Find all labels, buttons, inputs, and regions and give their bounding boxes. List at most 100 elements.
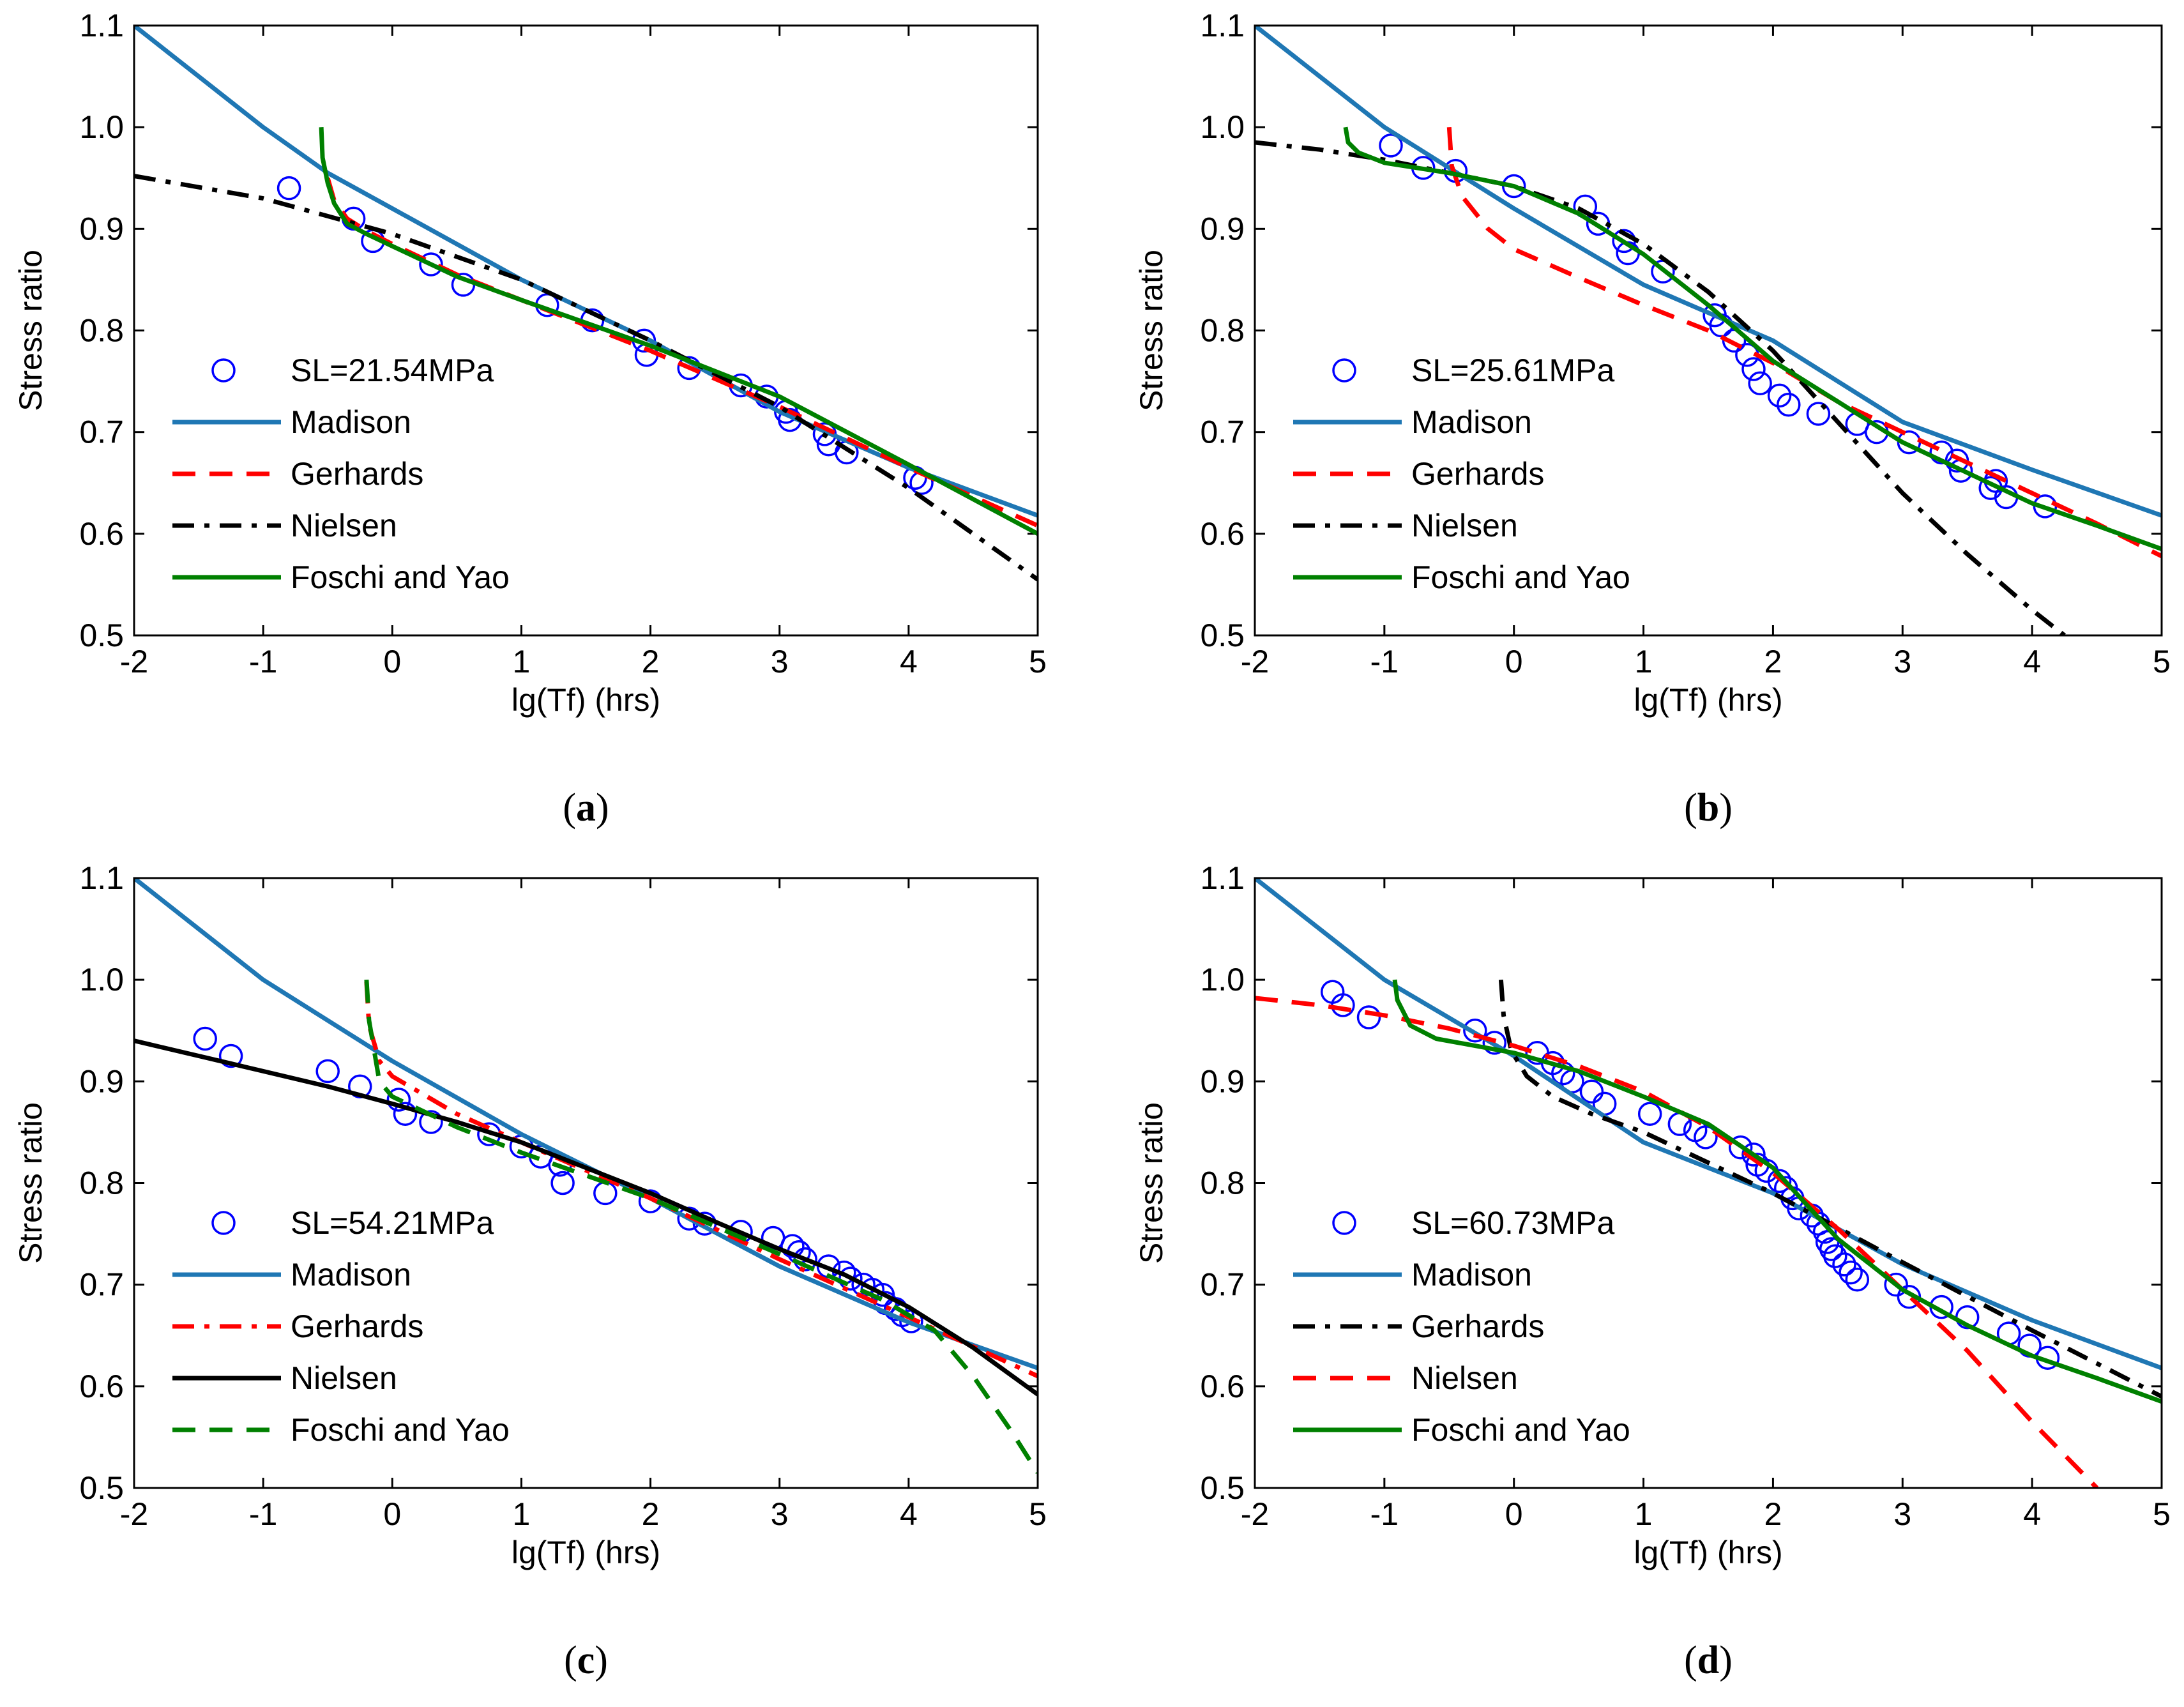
data-point-marker bbox=[419, 1110, 443, 1134]
series-line-foschi-and-yao bbox=[319, 127, 1038, 536]
x-tick-label: -1 bbox=[249, 644, 277, 679]
plot-background bbox=[134, 878, 1038, 1488]
chart-panel-c: 0.5 0.6 0.7 0.8 0.9 1.0 1.1 -2 -1 0 1 2 3 4 5 SL=54.21M… bbox=[13, 860, 1047, 1682]
data-point-marker bbox=[218, 1043, 243, 1068]
x-tick-label: 3 bbox=[771, 1496, 789, 1532]
legend-label: Foschi and Yao bbox=[1411, 1412, 1630, 1448]
series-line-madison bbox=[1255, 26, 2162, 518]
y-tick-label: 0.5 bbox=[1200, 618, 1245, 653]
legend: SL=60.73MPa Madison Gerhards Nielsen Foschi … bbox=[1293, 1205, 1630, 1448]
panel-label: (c) bbox=[564, 1639, 608, 1682]
y-tick-label: 0.5 bbox=[79, 618, 124, 653]
x-tick-label: 1 bbox=[1635, 1496, 1653, 1532]
data-point-marker bbox=[277, 176, 301, 201]
legend-label: Gerhards bbox=[291, 1309, 423, 1344]
legend: SL=21.54MPa Madison Gerhards Nielsen Foschi … bbox=[172, 353, 510, 595]
data-point-marker bbox=[393, 1102, 418, 1127]
y-tick-label: 0.6 bbox=[1200, 516, 1245, 552]
x-tick-label: 2 bbox=[642, 1496, 660, 1532]
x-tick-label: 4 bbox=[2023, 644, 2041, 679]
x-tick-label: 2 bbox=[642, 644, 660, 679]
data-point-marker bbox=[1379, 133, 1403, 158]
legend-label: SL=25.61MPa bbox=[1411, 353, 1614, 388]
y-tick-label: 0.9 bbox=[79, 1063, 124, 1099]
panel-label-open: ( bbox=[564, 1639, 577, 1682]
legend-marker bbox=[1332, 358, 1356, 383]
data-point-marker bbox=[1777, 392, 1801, 417]
data-point-marker bbox=[1694, 1125, 1718, 1149]
legend: SL=54.21MPa Madison Gerhards Nielsen Foschi … bbox=[172, 1205, 510, 1448]
y-tick-label: 0.8 bbox=[79, 313, 124, 349]
plot-area bbox=[1255, 26, 2162, 635]
x-tick-label: 1 bbox=[1635, 644, 1653, 679]
series-line-gerhards bbox=[364, 982, 1038, 1379]
y-axis-label: Stress ratio bbox=[13, 1102, 49, 1264]
y-tick-label: 1.1 bbox=[1200, 860, 1245, 896]
data-point-marker bbox=[780, 1234, 805, 1258]
x-tick-label: 4 bbox=[900, 1496, 918, 1532]
data-point-marker bbox=[1845, 1267, 1870, 1292]
y-tick-label: 1.1 bbox=[1200, 8, 1245, 43]
panel-label: (b) bbox=[1684, 786, 1733, 830]
legend-label: Nielsen bbox=[291, 508, 397, 543]
x-tick-label: -1 bbox=[249, 1496, 277, 1532]
series-line-nielsen bbox=[134, 174, 1038, 582]
panel-label-close: ) bbox=[1719, 786, 1733, 830]
series-line-gerhards bbox=[1498, 979, 2162, 1399]
data-point-marker bbox=[550, 1171, 575, 1195]
y-tick-label: 0.7 bbox=[1200, 1267, 1245, 1303]
data-point-marker bbox=[1832, 1252, 1856, 1277]
legend-label: Nielsen bbox=[1411, 1360, 1518, 1396]
x-tick-label: 0 bbox=[1505, 1496, 1523, 1532]
y-tick-label: 0.5 bbox=[1200, 1470, 1245, 1506]
data-point-marker bbox=[1839, 1260, 1863, 1285]
x-tick-label: 3 bbox=[1893, 644, 1911, 679]
data-point-marker bbox=[1884, 1272, 1908, 1297]
x-axis-label: lg(Tf) (hrs) bbox=[1634, 1535, 1782, 1570]
x-tick-label: 1 bbox=[513, 1496, 531, 1532]
y-tick-label: 0.7 bbox=[79, 414, 124, 450]
x-axis-label: lg(Tf) (hrs) bbox=[512, 682, 660, 718]
legend-label: Gerhards bbox=[291, 456, 423, 492]
legend: SL=25.61MPa Madison Gerhards Nielsen Foschi … bbox=[1293, 353, 1630, 595]
data-point-marker bbox=[1929, 440, 1953, 465]
panel-label-letter: b bbox=[1697, 786, 1719, 830]
legend-label: Gerhards bbox=[1411, 1309, 1544, 1344]
legend-label: SL=54.21MPa bbox=[291, 1205, 494, 1241]
data-point-marker bbox=[1741, 357, 1766, 381]
data-point-marker bbox=[1463, 1019, 1487, 1043]
chart-panel-a: 0.5 0.6 0.7 0.8 0.9 1.0 1.1 -2 -1 0 1 2 3 4 5 SL=21.54M… bbox=[13, 8, 1047, 830]
data-point-marker bbox=[315, 1059, 340, 1084]
plot-area bbox=[134, 26, 1038, 582]
x-tick-label: 2 bbox=[1764, 1496, 1782, 1532]
y-tick-label: 1.0 bbox=[79, 962, 124, 998]
legend-label: Madison bbox=[291, 404, 411, 440]
x-tick-label: -2 bbox=[1241, 644, 1269, 679]
x-axis-label: lg(Tf) (hrs) bbox=[1634, 682, 1782, 718]
y-axis-label: Stress ratio bbox=[13, 250, 49, 411]
legend-label: Madison bbox=[1411, 1257, 1532, 1293]
legend-label: SL=60.73MPa bbox=[1411, 1205, 1614, 1241]
axes-box bbox=[1254, 24, 2163, 637]
series-line-madison bbox=[1255, 878, 2162, 1370]
series-line-nielsen bbox=[1255, 140, 2066, 635]
data-point-marker bbox=[1767, 1169, 1792, 1194]
y-tick-label: 0.5 bbox=[79, 1470, 124, 1506]
x-tick-label: 5 bbox=[1029, 644, 1047, 679]
panel-label-close: ) bbox=[595, 1639, 608, 1682]
axes-box bbox=[133, 877, 1039, 1489]
x-tick-label: -1 bbox=[1370, 1496, 1399, 1532]
legend-label: Foschi and Yao bbox=[1411, 559, 1630, 595]
legend-label: Gerhards bbox=[1411, 456, 1544, 492]
series-line-nielsen bbox=[134, 1038, 1038, 1397]
y-tick-label: 0.9 bbox=[1200, 211, 1245, 247]
legend-label: Madison bbox=[291, 1257, 411, 1293]
plot-area bbox=[134, 878, 1038, 1474]
x-tick-label: 3 bbox=[1893, 1496, 1911, 1532]
legend-marker bbox=[211, 358, 236, 383]
panel-label-letter: c bbox=[577, 1639, 595, 1682]
x-tick-label: -2 bbox=[1241, 1496, 1269, 1532]
y-axis-label: Stress ratio bbox=[1134, 250, 1169, 411]
panel-label: (a) bbox=[563, 786, 609, 830]
